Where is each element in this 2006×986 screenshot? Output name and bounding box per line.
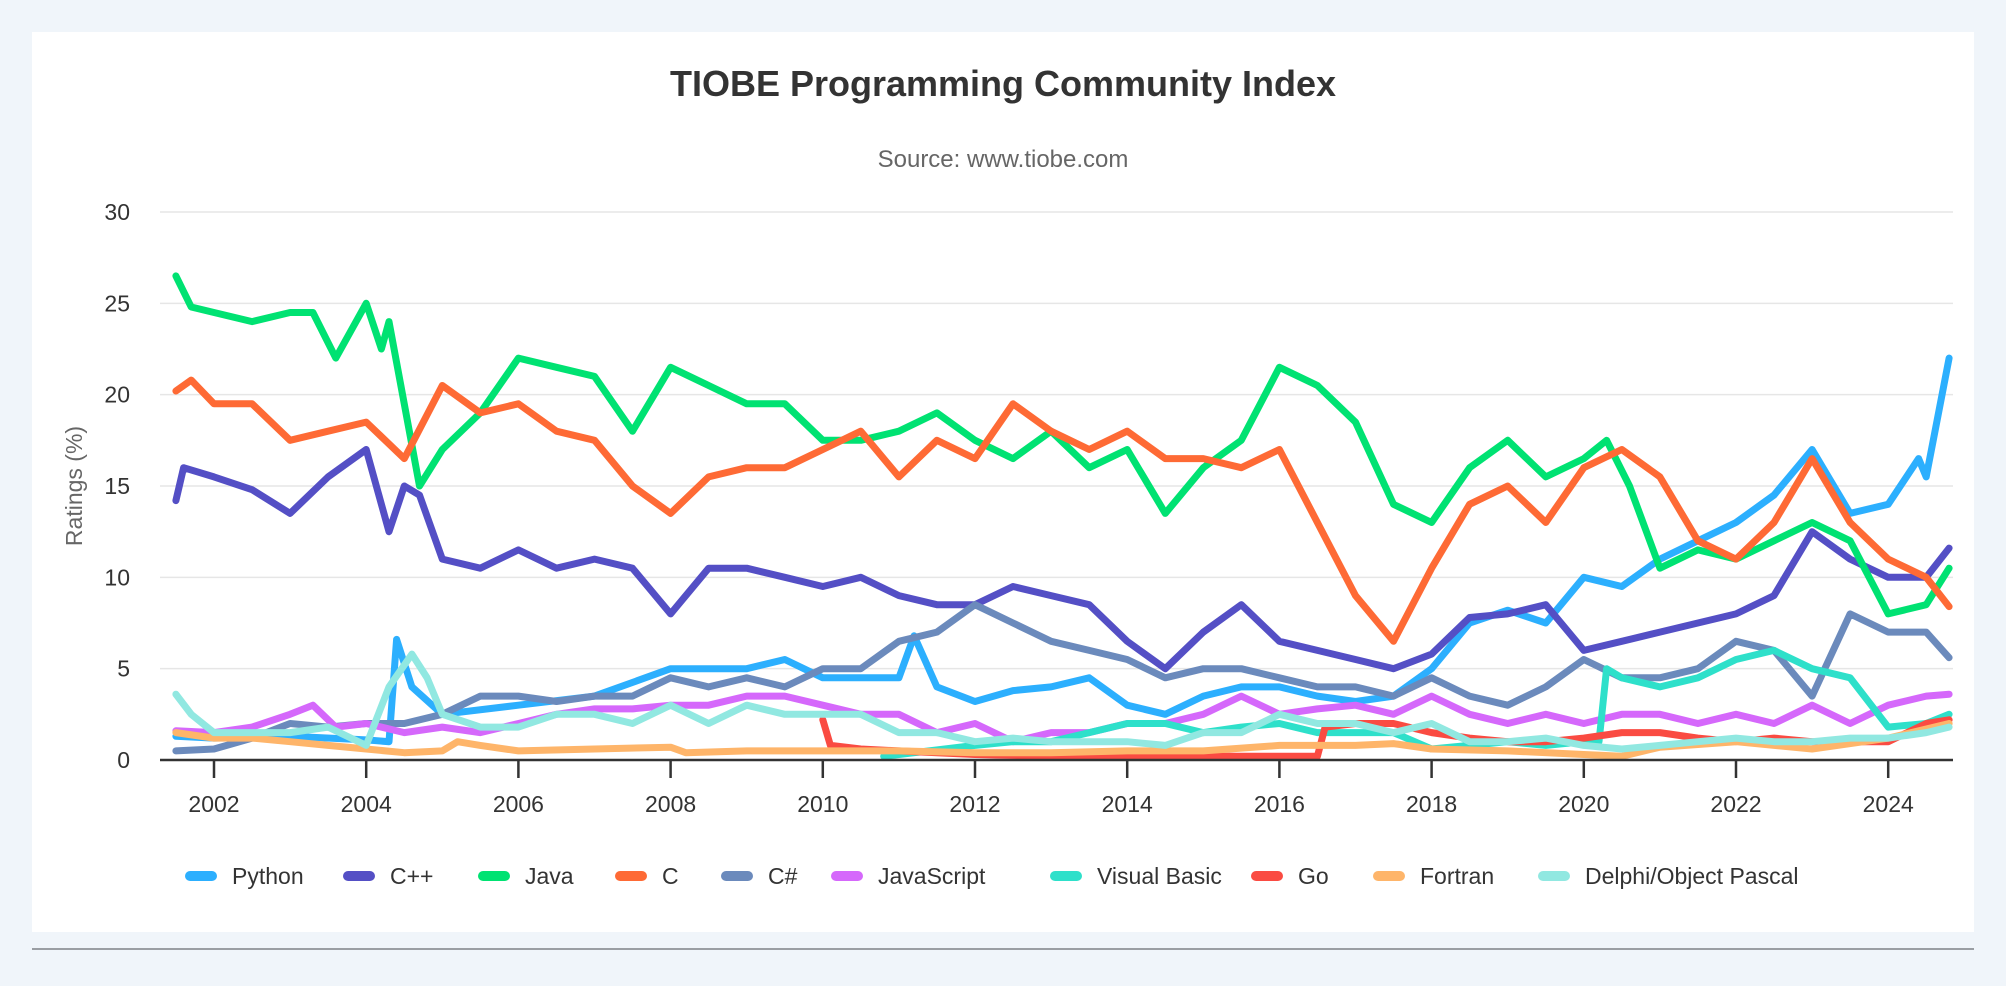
series-line-c-[interactable] [172,601,1953,755]
legend-item-javascript[interactable]: JavaScript [831,863,986,889]
legend-label: Visual Basic [1097,863,1222,889]
series-line-delphi-object-pascal[interactable] [172,650,1953,753]
legend-item-visual-basic[interactable]: Visual Basic [1050,863,1222,889]
legend-item-c-[interactable]: C++ [343,863,433,889]
x-tick-label: 2020 [1558,791,1609,817]
x-tick-label: 2024 [1863,791,1914,817]
y-tick-label: 10 [104,564,130,590]
legend-item-c-[interactable]: C# [721,863,798,889]
x-tick-label: 2016 [1254,791,1305,817]
chart-card [32,32,1974,932]
series-line-c[interactable] [172,376,1953,645]
y-tick-label: 0 [117,747,130,773]
x-tick-label: 2022 [1710,791,1761,817]
y-axis-label: Ratings (%) [61,426,87,546]
legend-label: Python [232,863,304,889]
legend-item-python[interactable]: Python [185,863,304,889]
x-tick-label: 2010 [797,791,848,817]
legend-item-c[interactable]: C [615,863,679,889]
y-tick-label: 5 [117,656,130,682]
y-axis-ticks: 0 5 10 15 20 25 30 [104,199,130,773]
series-lines [172,272,1953,760]
x-tick-label: 2008 [645,791,696,817]
legend-label: Delphi/Object Pascal [1585,863,1799,889]
series-line-visual-basic[interactable] [880,646,1953,760]
x-tick-label: 2004 [341,791,392,817]
legend-label: JavaScript [878,863,986,889]
legend-item-delphi-object-pascal[interactable]: Delphi/Object Pascal [1538,863,1799,889]
x-tick-label: 2018 [1406,791,1457,817]
series-line-javascript[interactable] [172,690,1953,746]
y-tick-label: 30 [104,199,130,225]
series-line-java[interactable] [172,272,1953,618]
legend-item-fortran[interactable]: Fortran [1373,863,1494,889]
legend: Python C++ Java C C# JavaScript Visual Basic Go… [185,863,1799,889]
legend-label: C++ [390,863,433,889]
legend-label: Fortran [1420,863,1494,889]
y-tick-label: 20 [104,382,130,408]
series-line-python[interactable] [172,354,1953,746]
legend-label: C [662,863,679,889]
legend-label: C# [768,863,798,889]
x-tick-label: 2002 [188,791,239,817]
legend-item-go[interactable]: Go [1251,863,1329,889]
x-tick-label: 2006 [493,791,544,817]
bottom-divider [32,948,1974,950]
series-line-fortran[interactable] [172,720,1953,760]
x-tick-label: 2014 [1102,791,1153,817]
series-line-c-[interactable] [172,446,1953,673]
x-axis: 2002 2004 2006 2008 2010 2012 2014 2016 2018 2020… [160,758,1953,817]
y-tick-label: 15 [104,473,130,499]
y-tick-label: 25 [104,290,130,316]
chart-subtitle: Source: www.tiobe.com [878,146,1129,173]
legend-item-java[interactable]: Java [478,863,574,889]
legend-label: Go [1298,863,1329,889]
x-tick-label: 2012 [949,791,1000,817]
legend-label: Java [525,863,574,889]
chart-title: TIOBE Programming Community Index [670,63,1336,104]
